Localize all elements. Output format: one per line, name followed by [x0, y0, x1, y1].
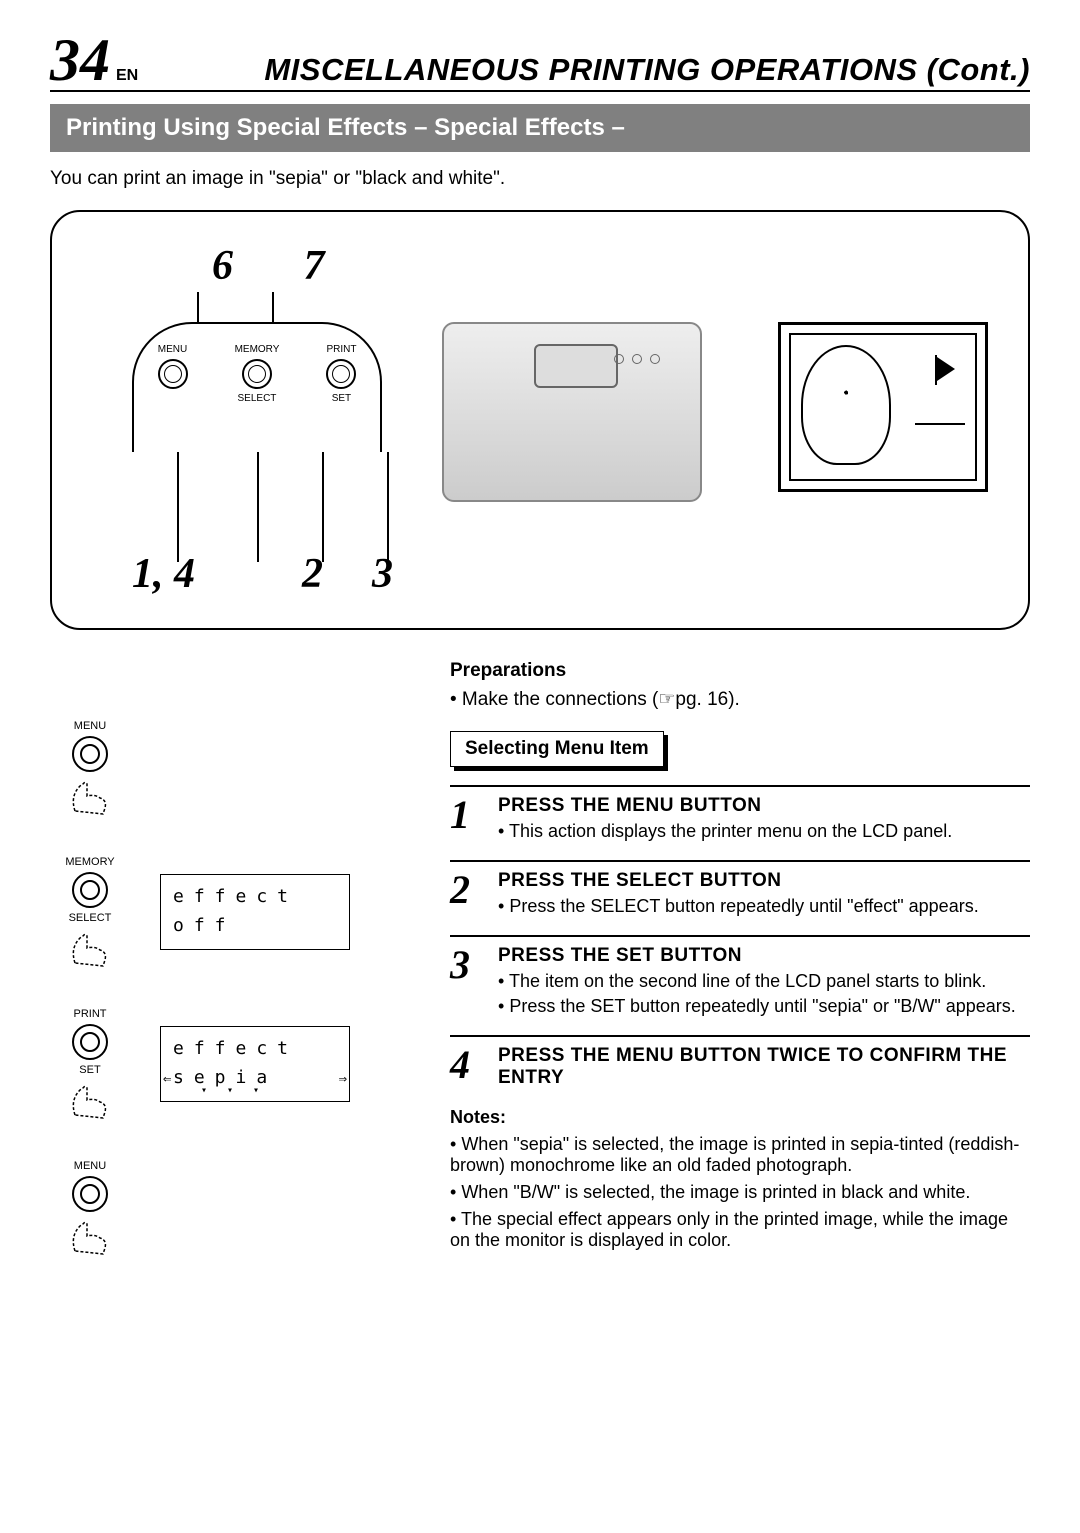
step-4: 4 PRESS THE MENU BUTTON TWICE TO CONFIRM…: [450, 1035, 1030, 1093]
finger-icon: [65, 776, 115, 816]
leader-line: [197, 292, 199, 322]
step-3: 3 PRESS THE SET BUTTON The item on the s…: [450, 935, 1030, 1021]
leader-line: [272, 292, 274, 322]
leader-line: [322, 452, 324, 562]
step-title: PRESS THE MENU BUTTON: [498, 795, 1030, 817]
step-bullet: Press the SELECT button repeatedly until…: [498, 896, 1030, 917]
print-sample-illustration: [778, 322, 988, 492]
button-label: MENU: [74, 1160, 106, 1172]
left-column: MENU MEMORY SELECT effect off: [50, 660, 410, 1296]
panel-label: SELECT: [238, 393, 277, 404]
callout-3: 3: [372, 550, 393, 598]
intro-text: You can print an image in "sepia" or "bl…: [50, 168, 1030, 190]
arrow-left-icon: ⇐: [163, 1068, 171, 1090]
callout-2: 2: [302, 550, 323, 598]
arrow-right-icon: ⇒: [339, 1068, 347, 1090]
finger-icon: [65, 928, 115, 968]
lower-section: MENU MEMORY SELECT effect off: [50, 660, 1030, 1296]
button-label: MENU: [74, 720, 106, 732]
step-button-block: MENU: [50, 720, 410, 816]
step-number: 2: [450, 870, 486, 921]
lcd-line2: off: [173, 912, 337, 941]
preparations-heading: Preparations: [450, 660, 1030, 682]
note-item: When "B/W" is selected, the image is pri…: [450, 1182, 1030, 1203]
right-column: Preparations • Make the connections (☞pg…: [450, 660, 1030, 1296]
button-icon: [72, 1176, 108, 1212]
step-number: 4: [450, 1045, 486, 1093]
step-title: PRESS THE SELECT BUTTON: [498, 870, 1030, 892]
blink-dots-icon: ▾▾▾: [201, 1083, 279, 1099]
step-1: 1 PRESS THE MENU BUTTON This action disp…: [450, 785, 1030, 846]
panel-button-print: PRINT SET: [326, 344, 356, 452]
panel-button-menu: MENU: [158, 344, 188, 452]
section-label: Selecting Menu Item: [450, 731, 664, 767]
page-number: 34: [50, 30, 110, 90]
face-icon: [801, 345, 891, 465]
button-icon: [72, 1024, 108, 1060]
preparations-text: • Make the connections (☞pg. 16).: [450, 688, 1030, 711]
finger-icon: [65, 1080, 115, 1120]
lcd-line1: effect: [173, 1035, 337, 1064]
page-language: EN: [116, 67, 138, 85]
button-icon: [72, 872, 108, 908]
note-item: The special effect appears only in the p…: [450, 1209, 1030, 1251]
lcd-line1: effect: [173, 883, 337, 912]
button-panel: MENU MEMORY SELECT PRINT SET: [132, 322, 382, 452]
button-icon: [72, 736, 108, 772]
finger-press-set: PRINT SET: [50, 1008, 130, 1120]
panel-label: MEMORY: [235, 344, 280, 355]
page-header: 34 EN MISCELLANEOUS PRINTING OPERATIONS …: [50, 30, 1030, 92]
finger-icon: [65, 1216, 115, 1256]
diagram-box: 6 7 MENU MEMORY SELECT PRINT SET: [50, 210, 1030, 630]
leader-line: [387, 452, 389, 562]
notes-heading: Notes:: [450, 1107, 1030, 1128]
step-title: PRESS THE MENU BUTTON TWICE TO CONFIRM T…: [498, 1045, 1030, 1089]
step-2: 2 PRESS THE SELECT BUTTON Press the SELE…: [450, 860, 1030, 921]
step-button-block: MEMORY SELECT effect off: [50, 856, 410, 968]
step-button-block: PRINT SET effect ⇐ sepia ⇒ ▾▾▾: [50, 1008, 410, 1120]
panel-label: SET: [332, 393, 351, 404]
leader-line: [177, 452, 179, 562]
notes-list: When "sepia" is selected, the image is p…: [450, 1134, 1030, 1251]
leader-line: [257, 452, 259, 562]
callout-1-4: 1, 4: [132, 550, 195, 598]
note-item: When "sepia" is selected, the image is p…: [450, 1134, 1030, 1176]
panel-button-memory: MEMORY SELECT: [235, 344, 280, 452]
step-bullet: Press the SET button repeatedly until "s…: [498, 996, 1030, 1017]
button-icon: [326, 359, 356, 389]
finger-press-select: MEMORY SELECT: [50, 856, 130, 968]
lcd-display: effect ⇐ sepia ⇒ ▾▾▾: [160, 1026, 350, 1102]
finger-press-menu: MENU: [50, 1160, 130, 1256]
button-sublabel: SET: [79, 1064, 100, 1076]
step-number: 3: [450, 945, 486, 1021]
finger-press-menu: MENU: [50, 720, 130, 816]
step-title: PRESS THE SET BUTTON: [498, 945, 1030, 967]
button-label: PRINT: [74, 1008, 107, 1020]
button-icon: [158, 359, 188, 389]
printer-device-illustration: [442, 322, 702, 502]
step-bullet: This action displays the printer menu on…: [498, 821, 1030, 842]
lcd-display: effect off: [160, 874, 350, 950]
step-number: 1: [450, 795, 486, 846]
subtitle-bar: Printing Using Special Effects – Special…: [50, 104, 1030, 152]
button-sublabel: SELECT: [69, 912, 112, 924]
panel-label: PRINT: [326, 344, 356, 355]
callout-6-7: 6 7: [212, 242, 355, 290]
main-title: MISCELLANEOUS PRINTING OPERATIONS (Cont.…: [168, 52, 1030, 88]
step-button-block: MENU: [50, 1160, 410, 1256]
button-icon: [242, 359, 272, 389]
sailboat-icon: [915, 385, 965, 425]
button-label: MEMORY: [65, 856, 114, 868]
step-bullet: The item on the second line of the LCD p…: [498, 971, 1030, 992]
panel-label: MENU: [158, 344, 187, 355]
